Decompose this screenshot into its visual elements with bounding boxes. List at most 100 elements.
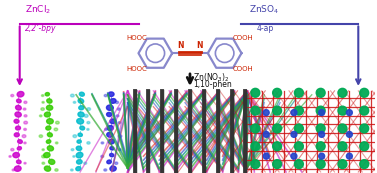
Text: 1,10-phen: 1,10-phen	[193, 80, 232, 89]
Text: ZnSO$_4$: ZnSO$_4$	[250, 3, 280, 16]
Ellipse shape	[108, 139, 115, 144]
Ellipse shape	[73, 156, 75, 157]
Ellipse shape	[46, 140, 51, 143]
Ellipse shape	[17, 160, 21, 164]
Ellipse shape	[84, 162, 87, 164]
Ellipse shape	[87, 121, 90, 124]
Circle shape	[346, 131, 352, 137]
Circle shape	[319, 153, 325, 159]
Ellipse shape	[44, 166, 51, 171]
Ellipse shape	[73, 135, 77, 138]
Ellipse shape	[105, 128, 107, 130]
Ellipse shape	[71, 149, 74, 151]
Ellipse shape	[54, 128, 58, 131]
Circle shape	[273, 106, 282, 115]
Circle shape	[294, 160, 303, 169]
Circle shape	[360, 88, 369, 97]
Circle shape	[251, 106, 260, 115]
Ellipse shape	[55, 169, 58, 171]
Text: ZnCl$_2$: ZnCl$_2$	[25, 3, 51, 16]
Circle shape	[294, 88, 303, 97]
Ellipse shape	[107, 112, 112, 117]
Ellipse shape	[110, 119, 116, 124]
Ellipse shape	[41, 95, 44, 97]
Ellipse shape	[78, 133, 82, 136]
Circle shape	[273, 142, 282, 151]
Ellipse shape	[76, 152, 83, 158]
Ellipse shape	[47, 119, 53, 124]
Circle shape	[338, 142, 347, 151]
Text: 2,2’-bpy: 2,2’-bpy	[25, 25, 56, 34]
Ellipse shape	[22, 135, 26, 138]
Ellipse shape	[47, 146, 54, 151]
Ellipse shape	[77, 140, 81, 143]
Ellipse shape	[80, 126, 84, 130]
Circle shape	[316, 106, 325, 115]
Ellipse shape	[116, 115, 119, 117]
Ellipse shape	[9, 156, 11, 157]
Circle shape	[360, 124, 369, 133]
Ellipse shape	[110, 153, 114, 157]
Text: COOH: COOH	[233, 66, 254, 72]
Circle shape	[316, 142, 325, 151]
Ellipse shape	[13, 153, 20, 158]
Ellipse shape	[24, 115, 27, 117]
Ellipse shape	[12, 169, 14, 171]
Circle shape	[346, 153, 352, 159]
Circle shape	[338, 106, 347, 115]
Ellipse shape	[87, 142, 90, 144]
Ellipse shape	[70, 94, 74, 97]
Circle shape	[291, 110, 297, 116]
Circle shape	[273, 88, 282, 97]
Circle shape	[291, 131, 297, 137]
Circle shape	[291, 153, 297, 159]
Circle shape	[319, 131, 325, 137]
Ellipse shape	[45, 93, 49, 96]
Circle shape	[346, 110, 352, 116]
Text: N: N	[197, 41, 203, 50]
Ellipse shape	[46, 126, 51, 130]
Ellipse shape	[70, 169, 73, 171]
Circle shape	[338, 160, 347, 169]
Ellipse shape	[80, 92, 84, 96]
Ellipse shape	[108, 92, 114, 97]
Ellipse shape	[42, 101, 44, 103]
Ellipse shape	[49, 159, 55, 164]
Circle shape	[316, 88, 325, 97]
Ellipse shape	[84, 114, 88, 117]
Ellipse shape	[77, 119, 84, 124]
Ellipse shape	[118, 135, 122, 138]
Circle shape	[316, 160, 325, 169]
Circle shape	[294, 106, 303, 115]
Circle shape	[251, 160, 260, 169]
Text: HOOC: HOOC	[126, 66, 147, 72]
Ellipse shape	[48, 133, 52, 137]
Ellipse shape	[14, 166, 21, 171]
Ellipse shape	[11, 148, 14, 151]
Text: 4-ap: 4-ap	[256, 25, 274, 34]
Ellipse shape	[107, 126, 113, 130]
Ellipse shape	[14, 119, 19, 123]
Ellipse shape	[15, 105, 21, 110]
Ellipse shape	[87, 129, 89, 130]
Ellipse shape	[41, 108, 44, 110]
Ellipse shape	[17, 99, 21, 103]
Ellipse shape	[78, 99, 84, 103]
Circle shape	[360, 142, 369, 151]
Ellipse shape	[17, 92, 24, 97]
Ellipse shape	[24, 142, 26, 144]
Text: HOOC: HOOC	[126, 35, 147, 41]
Ellipse shape	[44, 153, 50, 158]
Ellipse shape	[46, 105, 53, 110]
Ellipse shape	[110, 99, 116, 103]
Circle shape	[338, 88, 347, 97]
Circle shape	[251, 88, 260, 97]
Ellipse shape	[73, 101, 76, 103]
Ellipse shape	[110, 147, 114, 150]
Ellipse shape	[77, 160, 82, 164]
Circle shape	[273, 160, 282, 169]
Ellipse shape	[101, 142, 104, 144]
Ellipse shape	[39, 135, 43, 138]
Ellipse shape	[79, 106, 84, 110]
Ellipse shape	[11, 94, 14, 97]
